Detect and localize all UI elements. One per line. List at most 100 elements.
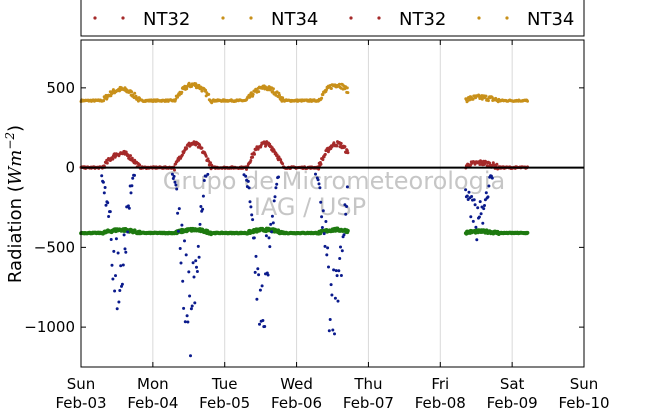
- nt34_up-point: [257, 90, 261, 94]
- net_shortwave-point: [318, 186, 322, 190]
- net_shortwave-point: [193, 301, 197, 305]
- net_shortwave-point: [248, 200, 252, 204]
- net_shortwave-point: [270, 230, 274, 234]
- net_shortwave-point: [473, 203, 477, 207]
- net_shortwave-point: [469, 215, 473, 219]
- net_shortwave-point: [260, 284, 264, 288]
- net_shortwave-point: [108, 210, 112, 214]
- net_shortwave-point: [321, 209, 325, 213]
- net_shortwave-point: [317, 182, 321, 186]
- nt34_up-point: [526, 99, 529, 103]
- nt34_up-point: [484, 94, 488, 98]
- nt32_up-point: [138, 163, 142, 167]
- nt32_up-point: [346, 151, 350, 155]
- net_shortwave-point: [130, 184, 134, 188]
- net_shortwave-point: [258, 288, 262, 292]
- net_shortwave-point: [327, 329, 331, 333]
- net_shortwave-point: [482, 207, 486, 211]
- net_shortwave-point: [250, 213, 254, 217]
- y-axis-label-part: Radiation (: [5, 185, 26, 283]
- net_shortwave-point: [182, 306, 186, 310]
- net_shortwave-point: [268, 245, 272, 249]
- net_shortwave-point: [263, 325, 267, 328]
- x-tick-label-date: Feb-03: [55, 394, 106, 409]
- nt32_up-point: [319, 162, 323, 166]
- net_shortwave-point: [247, 186, 251, 190]
- nt34_up-point: [337, 82, 341, 86]
- net_shortwave-point: [187, 270, 191, 274]
- net_shortwave-point: [272, 199, 276, 203]
- net_shortwave-point: [319, 200, 323, 204]
- nt32_up-point: [275, 153, 279, 157]
- net_shortwave-point: [339, 245, 342, 249]
- nt34_up-point: [346, 91, 350, 95]
- net_shortwave-point: [199, 205, 203, 208]
- legend-marker: [93, 16, 97, 20]
- legend-frame: [80, 0, 585, 37]
- net_shortwave-point: [325, 253, 329, 257]
- y-tick-label: 0: [65, 159, 75, 177]
- legend-marker: [505, 16, 509, 20]
- net_shortwave-point: [277, 175, 280, 179]
- net_shortwave-point: [115, 307, 119, 311]
- net_shortwave-point: [103, 186, 107, 189]
- net_shortwave-point: [118, 289, 122, 292]
- net_shortwave-point: [172, 174, 176, 178]
- x-tick-label-day: Thu: [353, 375, 382, 393]
- nt32_up-point: [129, 154, 132, 158]
- net_shortwave-point: [175, 187, 179, 191]
- net_shortwave-point: [206, 172, 210, 176]
- net_shortwave-point: [334, 269, 338, 273]
- net_shortwave-point: [119, 264, 123, 268]
- net_shortwave-point: [114, 237, 118, 241]
- nt34_up-point: [133, 91, 137, 95]
- net_shortwave-point: [174, 183, 178, 187]
- nt32_up-point: [105, 161, 109, 165]
- net_shortwave-point: [339, 274, 343, 277]
- x-tick-label-day: Fri: [431, 375, 449, 393]
- net_shortwave-point: [188, 294, 192, 298]
- net_shortwave-point: [195, 265, 198, 269]
- plot-border: [80, 39, 585, 368]
- nt32_up-point: [249, 159, 253, 162]
- net_shortwave-point: [486, 195, 490, 199]
- y-axis-label: Radiation (Wm−2): [3, 125, 26, 283]
- y-axis-label-part: Wm: [5, 150, 26, 186]
- net_shortwave-point: [116, 251, 120, 255]
- net_shortwave-point: [189, 307, 193, 311]
- net_shortwave-point: [120, 282, 124, 286]
- net_shortwave-point: [465, 194, 469, 198]
- net_shortwave-point: [198, 222, 202, 226]
- net_shortwave-point: [255, 297, 259, 301]
- nt34_up-point: [180, 90, 184, 94]
- net_shortwave-point: [328, 318, 332, 321]
- net_shortwave-point: [345, 185, 349, 189]
- net_shortwave-point: [201, 194, 205, 198]
- nt32_up-point: [177, 158, 181, 162]
- net_shortwave-point: [471, 219, 475, 223]
- net_shortwave-point: [475, 238, 479, 242]
- net_shortwave-point: [273, 195, 277, 199]
- net_shortwave-point: [186, 320, 190, 324]
- x-tick-label-date: Feb-09: [487, 394, 538, 409]
- net_shortwave-point: [195, 270, 199, 273]
- net_shortwave-point: [194, 259, 198, 263]
- net_shortwave-point: [109, 238, 113, 241]
- nt32_up-point: [204, 154, 208, 158]
- net_shortwave-point: [470, 195, 474, 198]
- net_shortwave-point: [183, 239, 186, 243]
- net_shortwave-point: [484, 191, 488, 195]
- net_shortwave-point: [337, 269, 341, 273]
- net_shortwave-point: [253, 270, 257, 274]
- net_shortwave-point: [176, 229, 180, 233]
- nt32_up-point: [126, 153, 130, 157]
- net_shortwave-point: [335, 274, 339, 278]
- net_shortwave-point: [324, 220, 328, 223]
- net_shortwave-point: [170, 172, 174, 176]
- net_shortwave-point: [336, 299, 340, 303]
- y-axis-label-part: ): [5, 125, 26, 132]
- nt32_up-point: [495, 162, 499, 166]
- net_shortwave-point: [133, 173, 136, 177]
- net_shortwave-point: [189, 354, 192, 358]
